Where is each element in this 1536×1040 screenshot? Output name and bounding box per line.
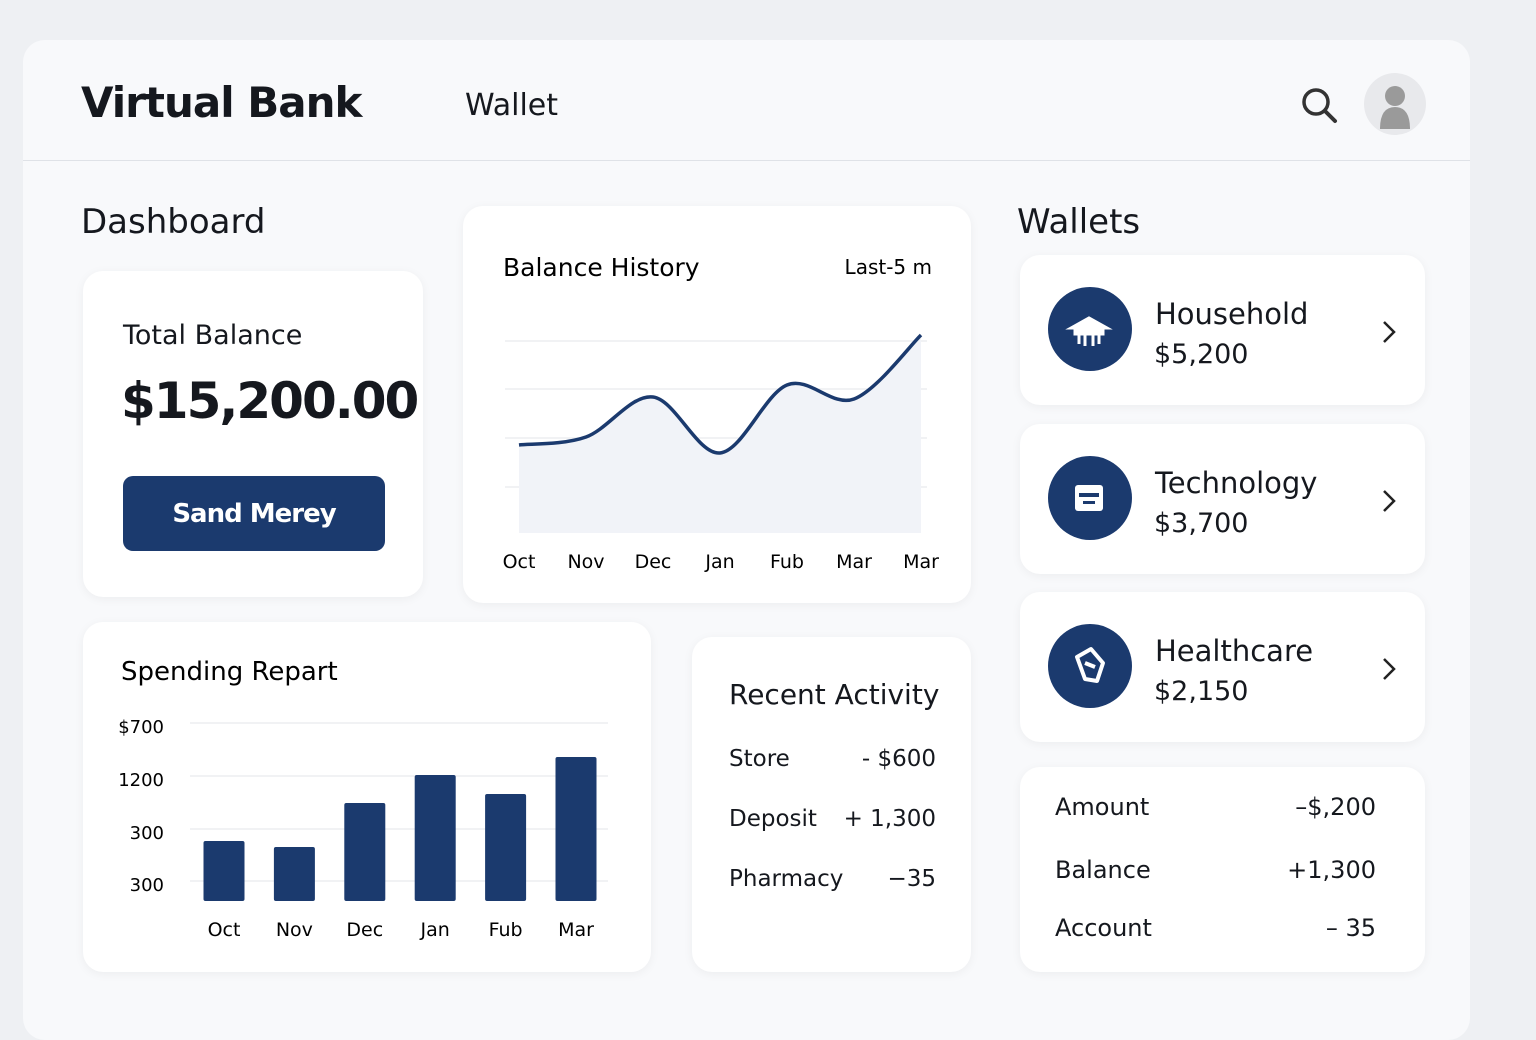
activity-amount: + 1,300 bbox=[843, 806, 936, 832]
search-icon[interactable] bbox=[1298, 84, 1340, 126]
activity-amount: −35 bbox=[887, 866, 936, 892]
wallet-name: Healthcare bbox=[1155, 634, 1314, 668]
activity-card bbox=[692, 637, 971, 972]
wallet-name: Technology bbox=[1155, 466, 1318, 500]
wallet-icon bbox=[1048, 287, 1132, 371]
summary-value: –$,200 bbox=[1295, 793, 1376, 821]
avatar[interactable] bbox=[1364, 73, 1426, 135]
send-money-button[interactable]: Sand Merey bbox=[123, 476, 385, 551]
wallets-title: Wallets bbox=[1017, 202, 1141, 242]
header-divider bbox=[23, 160, 1470, 161]
chevron[interactable] bbox=[1380, 655, 1400, 685]
summary-label: Balance bbox=[1055, 856, 1151, 884]
balance-value: $15,200.00 bbox=[121, 372, 419, 430]
activity-title: Recent Activity bbox=[729, 678, 940, 711]
nav-wallet[interactable]: Wallet bbox=[465, 88, 559, 123]
summary-label: Amount bbox=[1055, 793, 1150, 821]
chevron[interactable] bbox=[1380, 318, 1400, 348]
wallet-name: Household bbox=[1155, 297, 1309, 331]
wallet-amount: $5,200 bbox=[1154, 339, 1249, 370]
chevron[interactable] bbox=[1380, 487, 1400, 517]
spending-card bbox=[83, 622, 651, 972]
wallet-amount: $3,700 bbox=[1154, 508, 1249, 539]
summary-label: Account bbox=[1055, 914, 1152, 942]
section-title: Dashboard bbox=[81, 202, 266, 242]
balance-history-card bbox=[463, 206, 971, 603]
balance-label: Total Balance bbox=[123, 320, 303, 351]
wallet-icon bbox=[1048, 456, 1132, 540]
summary-value: – 35 bbox=[1325, 914, 1376, 942]
activity-label: Store bbox=[729, 746, 790, 772]
brand: Virtual Bank bbox=[81, 78, 362, 127]
wallet-amount: $2,150 bbox=[1154, 676, 1249, 707]
activity-label: Deposit bbox=[729, 806, 817, 832]
wallet-icon bbox=[1048, 624, 1132, 708]
activity-label: Pharmacy bbox=[729, 866, 844, 892]
summary-card bbox=[1020, 767, 1425, 972]
activity-amount: - $600 bbox=[861, 746, 936, 772]
summary-value: +1,300 bbox=[1287, 856, 1376, 884]
